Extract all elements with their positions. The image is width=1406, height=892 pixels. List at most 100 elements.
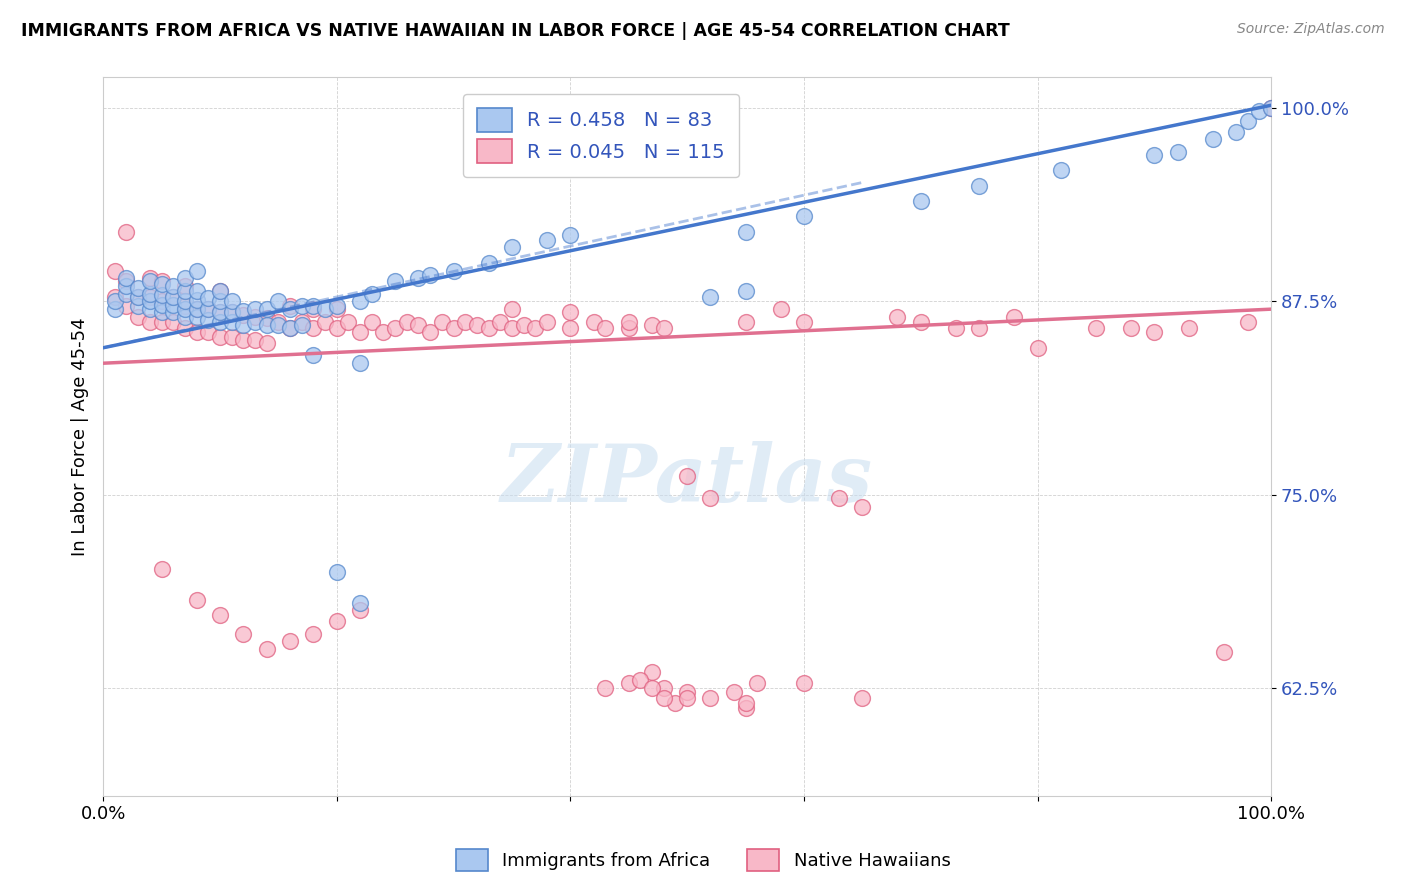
Y-axis label: In Labor Force | Age 45-54: In Labor Force | Age 45-54	[72, 318, 89, 556]
Point	[208, 294, 231, 309]
Point	[641, 681, 664, 695]
Point	[349, 596, 371, 610]
Point	[769, 302, 792, 317]
Point	[104, 302, 127, 317]
Point	[221, 305, 243, 319]
Point	[232, 318, 254, 332]
Point	[676, 469, 699, 483]
Point	[115, 299, 138, 313]
Point	[173, 310, 195, 324]
Point	[536, 314, 558, 328]
Point	[828, 491, 851, 505]
Point	[349, 603, 371, 617]
Point	[139, 271, 162, 285]
Point	[186, 293, 208, 307]
Point	[243, 314, 266, 328]
Point	[1202, 132, 1225, 146]
Point	[465, 318, 488, 332]
Point	[115, 225, 138, 239]
Point	[173, 299, 195, 313]
Point	[197, 302, 219, 317]
Point	[886, 310, 908, 324]
Point	[243, 333, 266, 347]
Point	[910, 314, 932, 328]
Point	[221, 294, 243, 309]
Point	[384, 320, 406, 334]
Point	[302, 299, 325, 313]
Point	[173, 320, 195, 334]
Point	[1143, 147, 1166, 161]
Point	[197, 326, 219, 340]
Point	[302, 349, 325, 363]
Point	[127, 290, 149, 304]
Point	[477, 256, 499, 270]
Point	[173, 279, 195, 293]
Point	[349, 326, 371, 340]
Point	[208, 305, 231, 319]
Point	[524, 320, 547, 334]
Point	[1050, 163, 1073, 178]
Point	[197, 313, 219, 327]
Point	[291, 314, 314, 328]
Point	[302, 302, 325, 317]
Point	[595, 320, 617, 334]
Point	[664, 696, 686, 710]
Point	[150, 314, 173, 328]
Point	[115, 274, 138, 288]
Point	[443, 320, 465, 334]
Point	[162, 290, 184, 304]
Point	[395, 314, 418, 328]
Point	[1236, 113, 1258, 128]
Point	[419, 326, 441, 340]
Point	[910, 194, 932, 208]
Point	[256, 318, 278, 332]
Point	[104, 294, 127, 309]
Point	[325, 565, 347, 579]
Point	[325, 614, 347, 628]
Point	[208, 284, 231, 298]
Point	[419, 268, 441, 282]
Point	[278, 299, 301, 313]
Point	[501, 302, 523, 317]
Point	[652, 681, 675, 695]
Point	[1260, 101, 1282, 115]
Point	[699, 290, 721, 304]
Point	[1143, 326, 1166, 340]
Point	[150, 294, 173, 309]
Point	[186, 302, 208, 317]
Point	[734, 284, 756, 298]
Point	[477, 320, 499, 334]
Point	[256, 311, 278, 326]
Point	[560, 320, 582, 334]
Point	[243, 302, 266, 317]
Point	[139, 274, 162, 288]
Point	[115, 271, 138, 285]
Point	[173, 284, 195, 298]
Point	[278, 302, 301, 317]
Point	[197, 291, 219, 305]
Point	[582, 314, 605, 328]
Point	[617, 314, 640, 328]
Point	[641, 665, 664, 680]
Point	[617, 676, 640, 690]
Point	[652, 320, 675, 334]
Point	[278, 320, 301, 334]
Point	[747, 676, 769, 690]
Text: Source: ZipAtlas.com: Source: ZipAtlas.com	[1237, 22, 1385, 37]
Point	[734, 225, 756, 239]
Point	[139, 302, 162, 317]
Point	[430, 314, 453, 328]
Point	[560, 305, 582, 319]
Point	[162, 305, 184, 319]
Point	[1249, 104, 1271, 119]
Point	[127, 290, 149, 304]
Point	[734, 314, 756, 328]
Point	[360, 314, 382, 328]
Point	[139, 294, 162, 309]
Point	[173, 302, 195, 317]
Legend: R = 0.458   N = 83, R = 0.045   N = 115: R = 0.458 N = 83, R = 0.045 N = 115	[463, 95, 738, 177]
Point	[349, 356, 371, 370]
Point	[127, 280, 149, 294]
Point	[208, 330, 231, 344]
Point	[115, 286, 138, 301]
